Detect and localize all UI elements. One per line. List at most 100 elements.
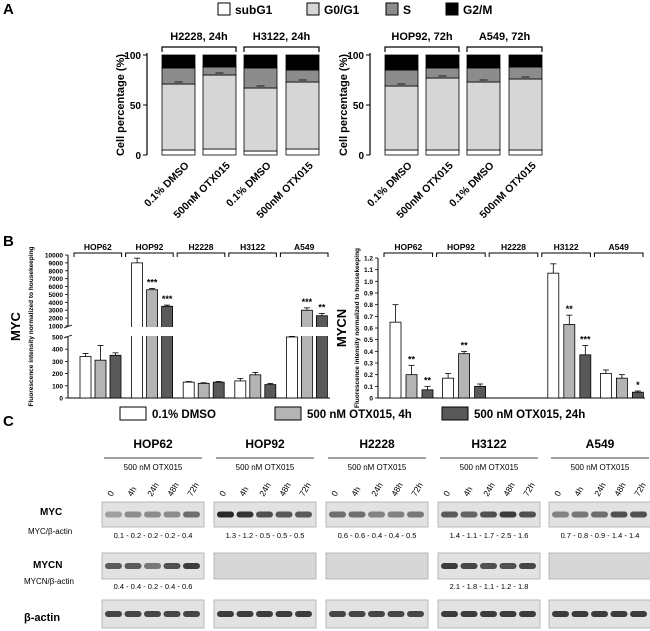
significance-label: *** xyxy=(162,294,173,304)
cell-cycle-chart-72h: Cell percentage (%) 0 50 100 HOP92, 72h A549,… xyxy=(338,31,543,221)
band xyxy=(368,611,385,617)
bar xyxy=(421,389,434,399)
band xyxy=(441,563,458,569)
y-tick-label: 200 xyxy=(52,371,63,378)
myc-quantification: 0.6 - 0.6 - 0.4 - 0.4 - 0.5 xyxy=(338,531,417,540)
group-label: A549, 72h xyxy=(479,31,531,43)
bar xyxy=(182,381,195,399)
band xyxy=(499,611,517,617)
bar-segment-subg1 xyxy=(202,148,237,156)
y-tick-label: 100 xyxy=(347,51,364,62)
timepoint-label: 0 xyxy=(329,489,340,498)
legend-label: G2/M xyxy=(463,3,492,17)
bar-segment-s xyxy=(243,67,278,89)
mycn-quantification: 2.1 - 1.8 - 1.1 - 1.2 - 1.8 xyxy=(450,582,529,591)
bar xyxy=(285,336,298,399)
band xyxy=(348,511,366,518)
y-tick-label: 1000 xyxy=(49,324,64,331)
y-tick-label: 9000 xyxy=(49,260,64,267)
group-bracket xyxy=(541,252,591,257)
significance-label: *** xyxy=(580,335,591,345)
group-bracket xyxy=(176,252,226,257)
band xyxy=(105,563,122,569)
myc-quantification: 1.4 - 1.1 - 1.7 - 2.5 - 1.6 xyxy=(450,531,529,540)
y-tick-label: 0.8 xyxy=(364,302,373,309)
group-bracket xyxy=(383,252,434,257)
band xyxy=(460,511,478,518)
myc-chart: MYC Fluorescence intensity normalized to … xyxy=(8,242,331,407)
timepoint-label: 4h xyxy=(572,485,586,498)
band xyxy=(368,511,385,518)
panel-label-b: B xyxy=(3,233,14,250)
group-label: H3122 xyxy=(554,242,579,252)
band xyxy=(275,611,293,617)
band xyxy=(144,611,161,617)
legend-label: subG1 xyxy=(235,3,273,17)
y-tick-label: 0.7 xyxy=(364,314,373,321)
y-tick-label: 0.9 xyxy=(364,291,373,298)
band xyxy=(236,511,254,518)
y-tick-label: 0.2 xyxy=(364,372,373,379)
timepoint-label: 4h xyxy=(237,485,251,498)
timepoint-label: 48h xyxy=(165,480,181,498)
legend-swatch-g0-g1 xyxy=(306,2,320,16)
band xyxy=(124,511,142,518)
band xyxy=(295,611,312,617)
cell-line-label: H3122 xyxy=(471,437,507,451)
band xyxy=(591,611,608,617)
group-label: HOP62 xyxy=(84,242,112,252)
group-label: HOP92 xyxy=(447,242,475,252)
group-bracket xyxy=(436,252,486,257)
bar xyxy=(600,373,612,399)
legend-label: 0.1% DMSO xyxy=(152,409,216,421)
bar-segment-g0-g1 xyxy=(384,85,419,151)
timepoint-label: 0 xyxy=(441,489,452,498)
y-tick-label: 5000 xyxy=(49,292,64,299)
band xyxy=(144,511,161,518)
y-tick-label: 400 xyxy=(52,347,63,354)
bar xyxy=(458,353,471,399)
bar-segment-g2-m xyxy=(425,54,460,69)
mycn-blot xyxy=(548,552,650,580)
legend-swatch-subg1 xyxy=(217,2,231,16)
bar-segment-subg1 xyxy=(285,148,320,156)
group-label: H2228, 24h xyxy=(170,31,228,43)
bar-segment-subg1 xyxy=(384,149,419,156)
myc-quantification: 0.7 - 0.8 - 0.9 - 1.4 - 1.4 xyxy=(561,531,640,540)
panel-label-c: C xyxy=(3,413,14,430)
significance-label: ** xyxy=(566,304,574,314)
legend-swatch-s xyxy=(385,2,399,16)
y-tick-label: 300 xyxy=(52,359,63,366)
legend-label: 500 nM OTX015, 24h xyxy=(474,409,585,421)
mycn-chart: MYCN Fluorescence intensity normalized to… xyxy=(334,242,645,408)
y-tick-label: 6000 xyxy=(49,284,64,291)
band xyxy=(571,611,589,617)
y-axis-label: MYC xyxy=(8,311,23,341)
timepoint-label: 72h xyxy=(185,480,201,498)
band xyxy=(499,563,517,569)
mycn-blot xyxy=(213,552,317,580)
band xyxy=(387,511,405,518)
y-tick-label: 0.3 xyxy=(364,361,373,368)
band xyxy=(144,563,161,569)
bar xyxy=(79,356,92,399)
myc-quantification: 0.1 - 0.2 - 0.2 - 0.2 - 0.4 xyxy=(114,531,193,540)
bar-segment-g2-m xyxy=(161,54,196,69)
bar-segment-subg1 xyxy=(243,150,278,156)
legend-swatch xyxy=(274,406,302,421)
timepoint-label: 4h xyxy=(125,485,139,498)
timepoint-label: 4h xyxy=(461,485,475,498)
y-tick-label: 0.6 xyxy=(364,326,373,333)
timepoint-label: 72h xyxy=(632,480,648,498)
cell-line-label: H2228 xyxy=(359,437,395,451)
bar xyxy=(474,385,487,399)
axis-break-mark xyxy=(63,324,73,329)
band xyxy=(256,611,273,617)
bar xyxy=(300,309,313,399)
band xyxy=(591,511,608,518)
group-label: H3122, 24h xyxy=(253,31,311,43)
timepoint-label: 48h xyxy=(277,480,293,498)
band xyxy=(441,511,458,518)
treatment-label: 500 nM OTX015 xyxy=(124,463,183,472)
